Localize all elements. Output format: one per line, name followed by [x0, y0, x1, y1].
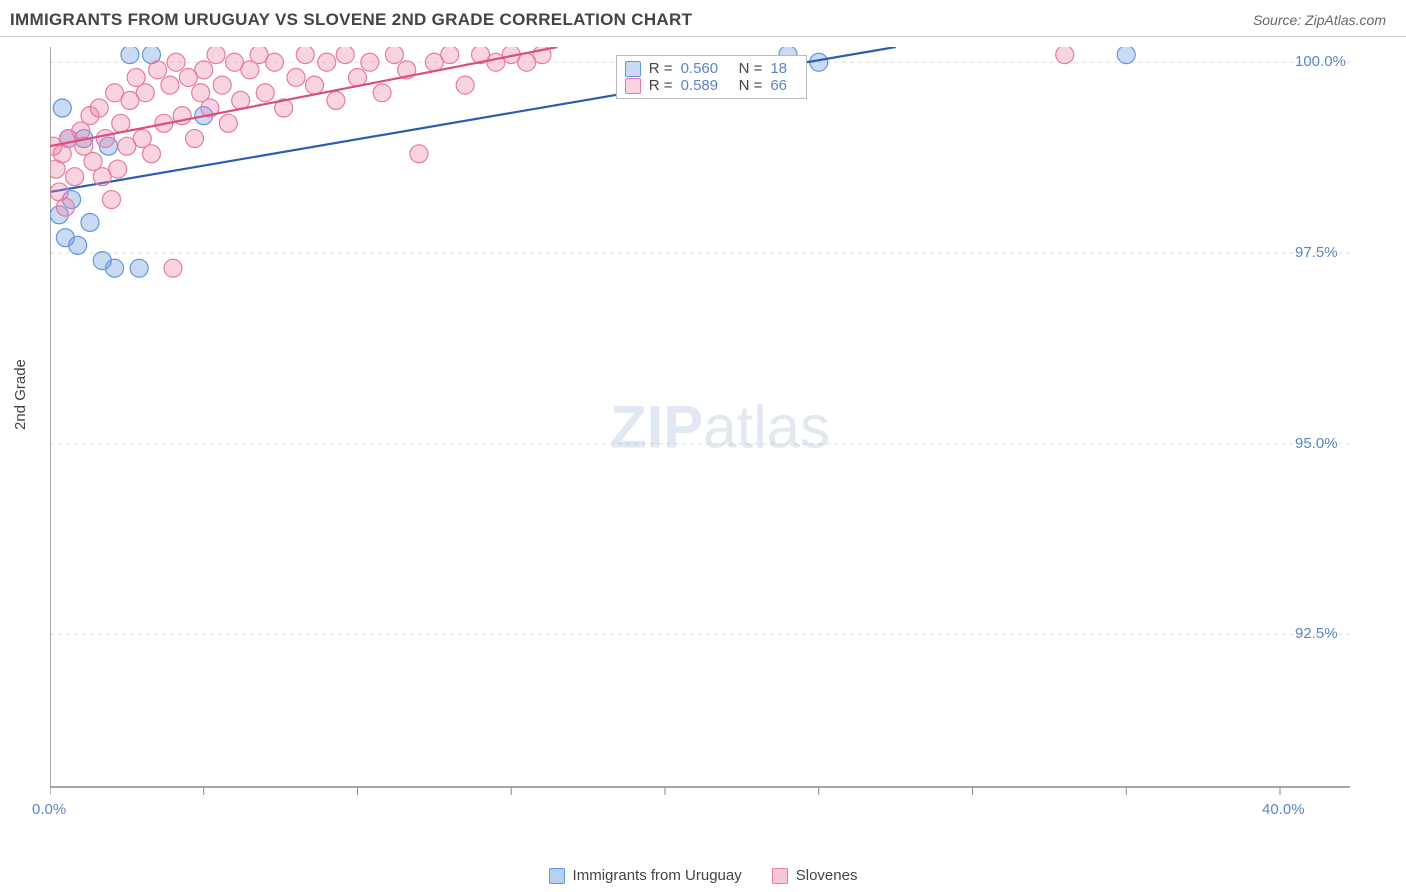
data-point	[66, 168, 84, 186]
data-point	[207, 47, 225, 64]
data-point	[327, 91, 345, 109]
data-point	[410, 145, 428, 163]
data-point	[69, 236, 87, 254]
legend-swatch	[625, 78, 641, 94]
stats-row: R = 0.589 N = 66	[625, 77, 799, 94]
scatter-chart-svg	[50, 47, 1360, 807]
data-point	[121, 47, 139, 64]
chart-title: IMMIGRANTS FROM URUGUAY VS SLOVENE 2ND G…	[10, 10, 692, 30]
data-point	[1117, 47, 1135, 64]
data-point	[336, 47, 354, 64]
data-point	[441, 47, 459, 64]
data-point	[361, 53, 379, 71]
legend-swatch	[772, 868, 788, 884]
data-point	[106, 259, 124, 277]
stat-r-label: R =	[649, 77, 673, 94]
data-point	[456, 76, 474, 94]
stat-r-label: R =	[649, 60, 673, 77]
data-point	[109, 160, 127, 178]
data-point	[186, 130, 204, 148]
data-point	[130, 259, 148, 277]
chart-area: ZIPatlas R =0.560N =18R =0.589N =66 92.5…	[50, 47, 1390, 807]
data-point	[90, 99, 108, 117]
data-point	[219, 114, 237, 132]
data-point	[296, 47, 314, 64]
data-point	[112, 114, 130, 132]
stat-n-value: 18	[770, 60, 798, 77]
y-tick: 92.5%	[1295, 625, 1338, 642]
y-axis-label: 2nd Grade	[12, 359, 29, 430]
y-tick: 97.5%	[1295, 244, 1338, 261]
data-point	[373, 84, 391, 102]
data-point	[256, 84, 274, 102]
data-point	[265, 53, 283, 71]
legend-swatch	[625, 61, 641, 77]
stat-n-label: N =	[739, 60, 763, 77]
data-point	[213, 76, 231, 94]
data-point	[161, 76, 179, 94]
stat-n-label: N =	[739, 77, 763, 94]
series-legend: Immigrants from Uruguay Slovenes	[0, 867, 1406, 884]
x-tick: 0.0%	[32, 801, 66, 818]
data-point	[96, 130, 114, 148]
data-point	[195, 61, 213, 79]
stats-row: R = 0.560 N = 18	[625, 60, 799, 77]
legend-label: Slovenes	[796, 867, 858, 884]
stat-r-value: 0.589	[681, 77, 731, 94]
data-point	[385, 47, 403, 64]
source-attribution: Source: ZipAtlas.com	[1253, 12, 1386, 28]
data-point	[81, 213, 99, 231]
y-tick: 95.0%	[1295, 435, 1338, 452]
data-point	[287, 69, 305, 87]
data-point	[164, 259, 182, 277]
data-point	[142, 145, 160, 163]
data-point	[318, 53, 336, 71]
stat-r-value: 0.560	[681, 60, 731, 77]
data-point	[103, 191, 121, 209]
legend-item: Immigrants from Uruguay	[549, 867, 742, 884]
data-point	[56, 198, 74, 216]
data-point	[149, 61, 167, 79]
data-point	[136, 84, 154, 102]
data-point	[167, 53, 185, 71]
data-point	[53, 99, 71, 117]
legend-item: Slovenes	[772, 867, 858, 884]
stat-n-value: 66	[770, 77, 798, 94]
legend-label: Immigrants from Uruguay	[573, 867, 742, 884]
x-tick: 40.0%	[1262, 801, 1305, 818]
chart-header: IMMIGRANTS FROM URUGUAY VS SLOVENE 2ND G…	[0, 0, 1406, 37]
y-tick: 100.0%	[1295, 53, 1346, 70]
data-point	[1056, 47, 1074, 64]
legend-swatch	[549, 868, 565, 884]
stats-legend: R = 0.560 N = 18 R = 0.589 N = 66	[616, 55, 808, 99]
data-point	[305, 76, 323, 94]
